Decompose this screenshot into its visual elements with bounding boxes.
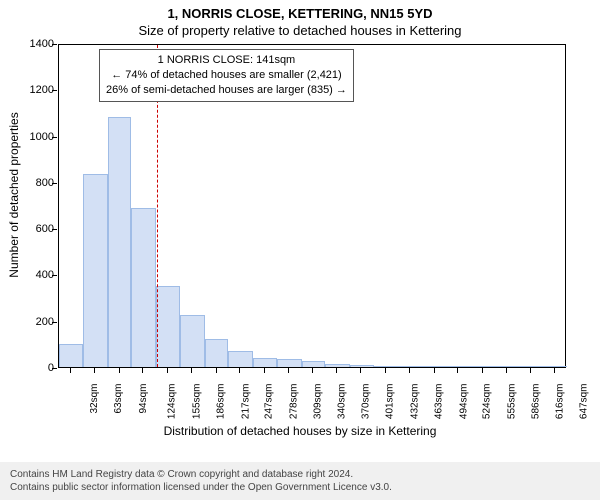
x-tick-label: 586sqm xyxy=(531,384,542,420)
histogram-bar xyxy=(228,351,252,367)
histogram-bar xyxy=(325,364,349,367)
histogram-bar xyxy=(180,315,204,367)
x-tick-mark xyxy=(506,368,507,373)
histogram-bar xyxy=(302,361,326,367)
histogram-bar xyxy=(156,286,180,367)
x-tick-label: 186sqm xyxy=(216,384,227,420)
callout-line: ← 74% of detached houses are smaller (2,… xyxy=(106,68,347,83)
plot-area: 1 NORRIS CLOSE: 141sqm← 74% of detached … xyxy=(58,44,566,368)
histogram-bar xyxy=(446,366,470,367)
x-tick-label: 340sqm xyxy=(337,384,348,420)
x-tick-label: 278sqm xyxy=(288,384,299,420)
x-tick-mark xyxy=(191,368,192,373)
x-tick-label: 32sqm xyxy=(89,384,100,414)
x-tick-label: 217sqm xyxy=(240,384,251,420)
y-tick-label: 1400 xyxy=(12,38,54,50)
x-tick-label: 647sqm xyxy=(579,384,590,420)
histogram-bar xyxy=(543,366,567,367)
histogram-bar xyxy=(423,366,447,367)
histogram-bar xyxy=(131,208,155,367)
histogram-bar xyxy=(205,339,229,367)
x-tick-mark xyxy=(554,368,555,373)
x-tick-label: 370sqm xyxy=(361,384,372,420)
x-tick-label: 401sqm xyxy=(385,384,396,420)
x-tick-mark xyxy=(94,368,95,373)
y-tick-mark xyxy=(52,229,57,230)
y-tick-mark xyxy=(52,44,57,45)
x-tick-label: 524sqm xyxy=(482,384,493,420)
x-tick-mark xyxy=(288,368,289,373)
y-tick-label: 1000 xyxy=(12,131,54,143)
callout-line: 1 NORRIS CLOSE: 141sqm xyxy=(106,53,347,68)
histogram-bar xyxy=(374,366,398,367)
histogram-bar xyxy=(350,365,374,367)
chart-container: Number of detached properties 1 NORRIS C… xyxy=(0,38,600,438)
y-tick-mark xyxy=(52,322,57,323)
x-tick-mark xyxy=(434,368,435,373)
page-subtitle: Size of property relative to detached ho… xyxy=(0,21,600,38)
property-callout: 1 NORRIS CLOSE: 141sqm← 74% of detached … xyxy=(99,49,354,102)
y-tick-mark xyxy=(52,90,57,91)
x-tick-mark xyxy=(216,368,217,373)
x-tick-mark xyxy=(336,368,337,373)
x-tick-mark xyxy=(264,368,265,373)
y-tick-label: 0 xyxy=(12,362,54,374)
x-tick-label: 616sqm xyxy=(554,384,565,420)
attribution-footer: Contains HM Land Registry data © Crown c… xyxy=(0,462,600,500)
x-tick-mark xyxy=(70,368,71,373)
x-tick-mark xyxy=(142,368,143,373)
x-tick-mark xyxy=(119,368,120,373)
x-tick-label: 155sqm xyxy=(191,384,202,420)
footer-line-2: Contains public sector information licen… xyxy=(10,481,590,494)
x-axis-label: Distribution of detached houses by size … xyxy=(0,424,600,438)
y-tick-label: 200 xyxy=(12,316,54,328)
x-tick-label: 124sqm xyxy=(167,384,178,420)
histogram-bar xyxy=(519,366,543,367)
x-tick-mark xyxy=(167,368,168,373)
x-tick-label: 494sqm xyxy=(458,384,469,420)
x-tick-mark xyxy=(312,368,313,373)
histogram-bar xyxy=(277,359,301,367)
x-tick-label: 309sqm xyxy=(313,384,324,420)
histogram-bar xyxy=(398,366,422,367)
x-tick-mark xyxy=(360,368,361,373)
y-tick-mark xyxy=(52,275,57,276)
footer-line-1: Contains HM Land Registry data © Crown c… xyxy=(10,468,590,481)
x-tick-label: 247sqm xyxy=(264,384,275,420)
y-tick-mark xyxy=(52,183,57,184)
x-tick-mark xyxy=(457,368,458,373)
histogram-bar xyxy=(108,117,132,367)
callout-line: 26% of semi-detached houses are larger (… xyxy=(106,83,347,98)
x-tick-mark xyxy=(482,368,483,373)
y-tick-label: 400 xyxy=(12,269,54,281)
histogram-bar xyxy=(59,344,83,367)
x-tick-mark xyxy=(409,368,410,373)
page-address-title: 1, NORRIS CLOSE, KETTERING, NN15 5YD xyxy=(0,0,600,21)
histogram-bar xyxy=(253,358,277,367)
x-tick-label: 63sqm xyxy=(113,384,124,414)
y-tick-label: 800 xyxy=(12,177,54,189)
y-tick-label: 600 xyxy=(12,223,54,235)
y-tick-label: 1200 xyxy=(12,84,54,96)
y-tick-mark xyxy=(52,137,57,138)
histogram-bar xyxy=(83,174,107,367)
histogram-bar xyxy=(495,366,519,367)
x-tick-label: 94sqm xyxy=(138,384,149,414)
x-tick-mark xyxy=(530,368,531,373)
x-tick-label: 432sqm xyxy=(409,384,420,420)
histogram-bar xyxy=(471,366,495,367)
x-tick-mark xyxy=(239,368,240,373)
y-tick-mark xyxy=(52,368,57,369)
x-tick-label: 555sqm xyxy=(506,384,517,420)
x-tick-label: 463sqm xyxy=(434,384,445,420)
x-tick-mark xyxy=(385,368,386,373)
